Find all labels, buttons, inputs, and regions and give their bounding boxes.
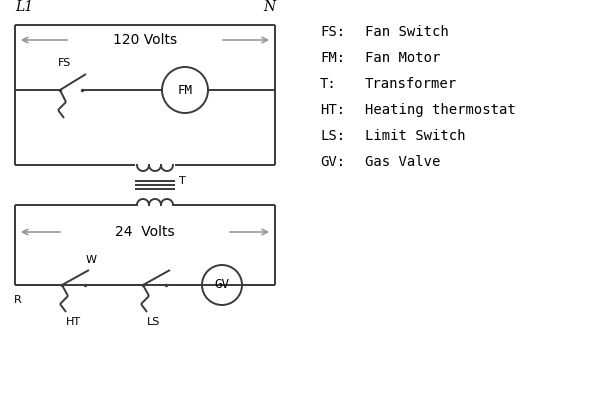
Text: Fan Switch: Fan Switch xyxy=(365,25,449,39)
Text: L1: L1 xyxy=(15,0,33,14)
Text: HT:: HT: xyxy=(320,103,345,117)
Text: Heating thermostat: Heating thermostat xyxy=(365,103,516,117)
Text: W: W xyxy=(86,255,97,265)
Text: FS: FS xyxy=(58,58,71,68)
Text: T:: T: xyxy=(320,77,337,91)
Text: 120 Volts: 120 Volts xyxy=(113,33,177,47)
Text: LS:: LS: xyxy=(320,129,345,143)
Text: N: N xyxy=(263,0,275,14)
Text: LS: LS xyxy=(148,317,160,327)
Text: FS:: FS: xyxy=(320,25,345,39)
Text: Transformer: Transformer xyxy=(365,77,457,91)
Text: GV:: GV: xyxy=(320,155,345,169)
Text: 24  Volts: 24 Volts xyxy=(115,225,175,239)
Text: Gas Valve: Gas Valve xyxy=(365,155,440,169)
Text: GV: GV xyxy=(215,278,230,292)
Text: HT: HT xyxy=(65,317,81,327)
Text: T: T xyxy=(179,176,186,186)
Text: Limit Switch: Limit Switch xyxy=(365,129,466,143)
Text: Fan Motor: Fan Motor xyxy=(365,51,440,65)
Text: R: R xyxy=(14,295,22,305)
Text: FM:: FM: xyxy=(320,51,345,65)
Text: FM: FM xyxy=(178,84,192,96)
